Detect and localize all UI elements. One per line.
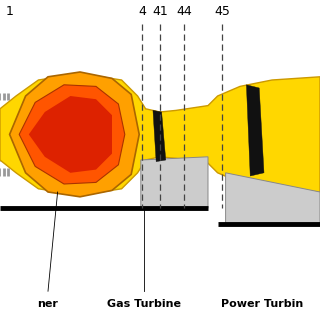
Polygon shape	[141, 157, 208, 208]
Polygon shape	[246, 85, 264, 176]
Polygon shape	[29, 96, 112, 173]
Polygon shape	[226, 173, 320, 224]
Text: Gas Turbine: Gas Turbine	[107, 299, 181, 309]
Polygon shape	[153, 110, 166, 162]
Text: 45: 45	[214, 5, 230, 18]
Polygon shape	[0, 74, 320, 195]
Text: ner: ner	[37, 299, 59, 309]
Text: 44: 44	[176, 5, 192, 18]
Text: 4: 4	[139, 5, 146, 18]
Text: 41: 41	[152, 5, 168, 18]
Polygon shape	[19, 85, 125, 184]
Text: Power Turbin: Power Turbin	[221, 299, 304, 309]
Text: 1: 1	[6, 5, 13, 18]
Polygon shape	[10, 72, 139, 197]
